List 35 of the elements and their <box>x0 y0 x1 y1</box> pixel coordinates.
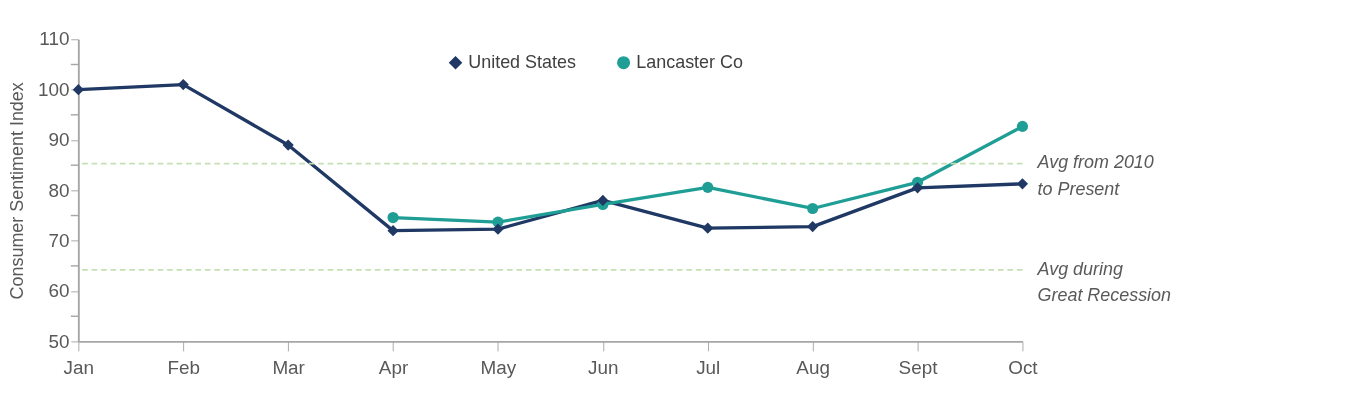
point <box>807 202 819 215</box>
y-tick-label: 70 <box>48 229 70 251</box>
x-tick-label: Jan <box>63 356 95 378</box>
y-tick-label: 100 <box>37 78 70 100</box>
y-tick-label: 80 <box>48 179 70 201</box>
ref-line-label: Avg during Great Recession <box>1036 258 1172 306</box>
x-tick-label: Mar <box>272 356 305 378</box>
point <box>702 222 714 234</box>
x-tick-label: May <box>480 356 517 378</box>
point <box>177 79 189 91</box>
legend-label: Lancaster Co <box>636 52 743 73</box>
x-tick-label: Jul <box>696 356 721 378</box>
y-tick-label: 50 <box>48 330 70 352</box>
y-tick-label: 90 <box>48 129 70 151</box>
point <box>387 225 399 237</box>
y-tick-label: 110 <box>39 28 70 50</box>
x-tick-label: Sept <box>898 356 939 378</box>
point <box>72 84 84 96</box>
point <box>702 181 714 193</box>
x-tick-label: Aug <box>796 356 830 378</box>
y-tick-label: 60 <box>48 280 70 302</box>
x-tick-label: Feb <box>167 356 200 378</box>
ref-line-label: Avg from 2010 to Present <box>1036 152 1154 199</box>
point <box>492 223 504 235</box>
x-tick-label: Oct <box>1008 356 1039 378</box>
point <box>597 194 609 207</box>
point <box>387 211 399 224</box>
legend-label: United States <box>468 52 576 73</box>
point <box>1016 178 1029 190</box>
point <box>1016 120 1029 132</box>
y-axis-title: Consumer Sentiment Index <box>6 82 27 300</box>
x-tick-label: Apr <box>378 356 409 378</box>
point <box>807 221 819 233</box>
point <box>282 139 294 151</box>
x-tick-label: Jun <box>588 356 619 378</box>
